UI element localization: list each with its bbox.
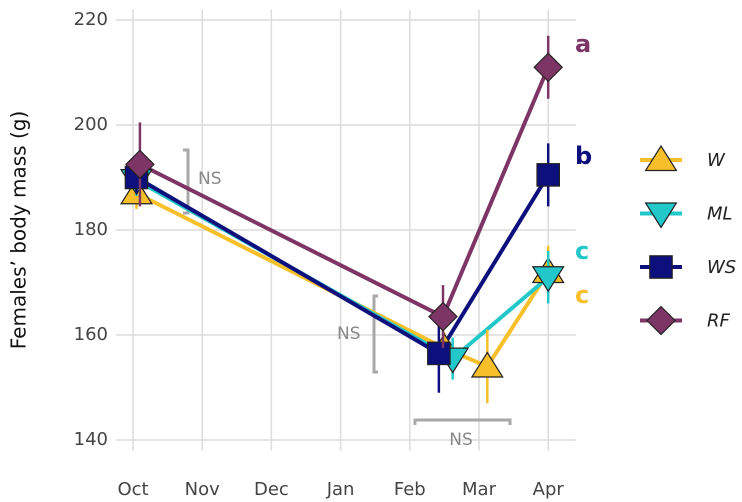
annotation: NS xyxy=(337,324,361,344)
x-tick-label: Jan xyxy=(326,479,355,500)
x-tick-label: Dec xyxy=(254,479,289,500)
y-tick-label: 220 xyxy=(74,9,108,30)
significance-letter: a xyxy=(575,30,591,58)
legend-marker xyxy=(646,305,676,336)
legend-label: RF xyxy=(707,311,731,332)
point xyxy=(470,351,504,378)
bracket xyxy=(183,148,190,215)
legend-label: WS xyxy=(707,257,736,278)
legend-marker xyxy=(644,202,678,229)
significance-letter: c xyxy=(575,237,589,265)
x-tick-label: Nov xyxy=(185,479,220,500)
x-tick-label: Apr xyxy=(533,479,565,500)
legend-marker xyxy=(649,255,673,279)
point xyxy=(428,301,458,332)
x-tick-label: Feb xyxy=(394,479,426,500)
significance-letter: b xyxy=(575,142,592,170)
point xyxy=(533,52,564,83)
y-tick-label: 200 xyxy=(74,114,108,135)
series-line xyxy=(135,191,550,370)
bracket xyxy=(372,294,378,374)
point xyxy=(536,163,560,187)
y-axis-label: Females’ body mass (g) xyxy=(7,111,31,350)
x-tick-label: Mar xyxy=(462,479,497,500)
y-tick-label: 180 xyxy=(74,219,108,240)
x-tick-label: Oct xyxy=(117,479,148,500)
significance-letter: c xyxy=(575,281,589,309)
y-tick-label: 160 xyxy=(74,324,108,345)
annotation: NS xyxy=(449,430,473,450)
annotation: NS xyxy=(198,169,222,189)
series-line xyxy=(139,66,551,320)
point xyxy=(427,341,451,366)
point xyxy=(125,149,155,180)
legend-marker xyxy=(644,144,678,172)
y-tick-label: 140 xyxy=(74,429,108,450)
legend-label: W xyxy=(707,150,726,171)
point xyxy=(531,266,565,293)
legend-label: ML xyxy=(707,204,733,225)
bracket xyxy=(413,418,512,425)
